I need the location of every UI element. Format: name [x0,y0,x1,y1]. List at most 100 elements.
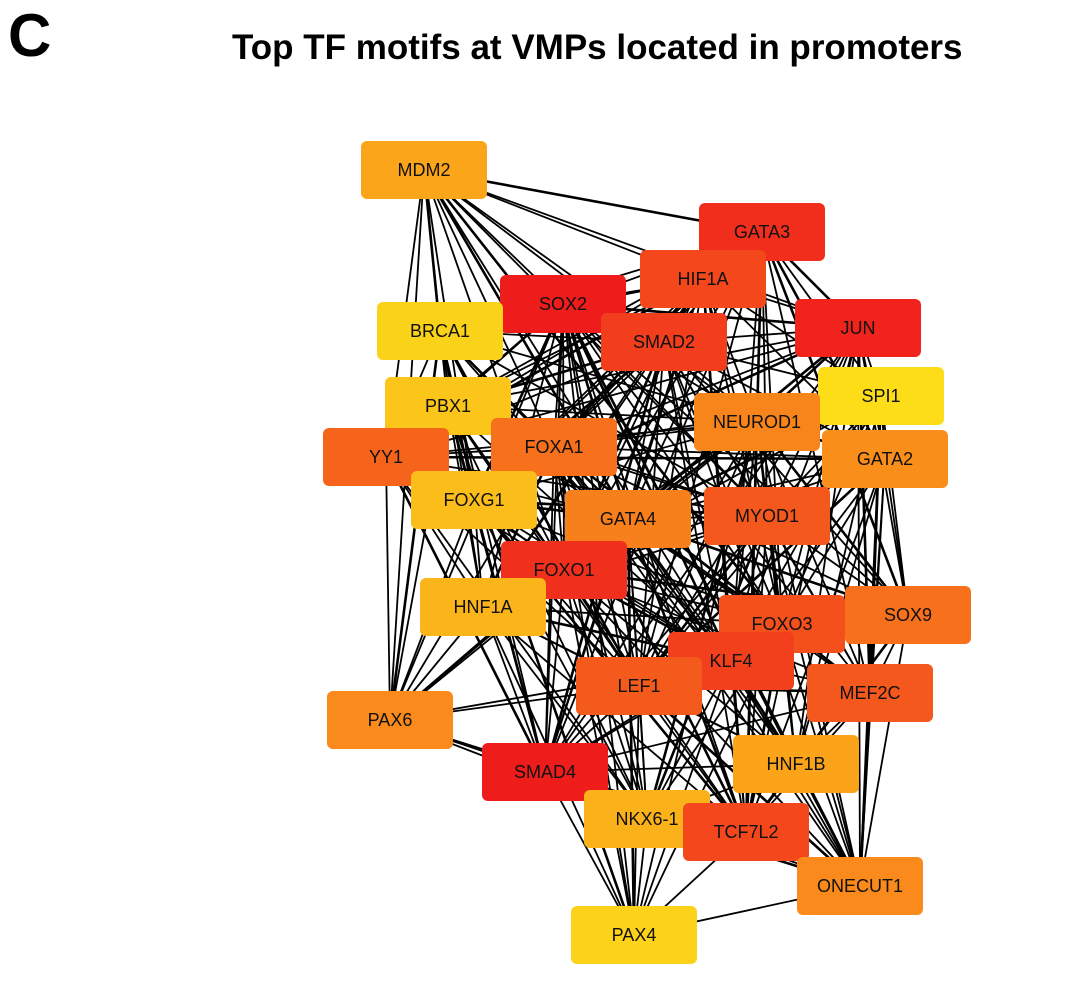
node-box-nkx6-1 [584,790,710,848]
node-pax4: PAX4 [571,906,697,964]
node-label-smad4: SMAD4 [514,762,576,782]
edge-mdm2-jun [423,169,859,329]
node-smad2: SMAD2 [601,313,727,371]
node-smad4: SMAD4 [482,743,608,801]
node-tcf7l2: TCF7L2 [683,803,809,861]
node-hnf1a: HNF1A [420,578,546,636]
node-mef2c: MEF2C [807,664,933,722]
node-label-gata4: GATA4 [600,509,656,529]
node-label-gata3: GATA3 [734,222,790,242]
panel-label: C [8,2,52,69]
edge-sox2-gata4 [561,303,630,520]
node-box-gata3 [699,203,825,261]
nodes-layer: MDM2 GATA3 HIF1A SOX2 BRCA1 SMAD2 JUN PBX1 SPI1 N… [323,141,971,964]
node-lef1: LEF1 [576,657,702,715]
node-label-spi1: SPI1 [861,386,900,406]
node-box-hnf1b [733,735,859,793]
node-label-sox9: SOX9 [884,605,932,625]
node-box-gata4 [565,490,691,548]
node-label-gata2: GATA2 [857,449,913,469]
node-box-foxa1 [491,418,617,476]
node-label-lef1: LEF1 [617,676,660,696]
edge-hif1a-gata2 [702,278,886,460]
node-label-klf4: KLF4 [709,651,752,671]
node-box-onecut1 [797,857,923,915]
node-spi1: SPI1 [818,367,944,425]
node-box-gata2 [822,430,948,488]
edge-neurod1-sox9 [755,421,910,616]
node-box-sox2 [500,275,626,333]
node-label-sox2: SOX2 [539,294,587,314]
edge-foxo1-onecut1 [563,569,861,887]
node-box-smad4 [482,743,608,801]
node-label-mef2c: MEF2C [839,683,900,703]
node-box-hif1a [640,250,766,308]
node-label-smad2: SMAD2 [633,332,695,352]
node-label-jun: JUN [841,318,876,338]
node-pax6: PAX6 [327,691,453,749]
node-sox9: SOX9 [845,586,971,644]
node-box-pbx1 [385,377,511,435]
node-label-hnf1a: HNF1A [453,597,512,617]
node-pbx1: PBX1 [385,377,511,435]
node-label-neurod1: NEUROD1 [713,412,801,432]
node-label-hnf1b: HNF1B [766,754,825,774]
node-foxa1: FOXA1 [491,418,617,476]
node-label-pax4: PAX4 [612,925,657,945]
node-box-brca1 [377,302,503,360]
edge-yy1-pax6 [385,456,391,721]
node-gata2: GATA2 [822,430,948,488]
node-brca1: BRCA1 [377,302,503,360]
edge-smad2-gata4 [627,341,665,520]
node-label-brca1: BRCA1 [410,321,470,341]
node-gata4: GATA4 [565,490,691,548]
node-label-hif1a: HIF1A [677,269,728,289]
node-label-pax6: PAX6 [368,710,413,730]
node-box-hnf1a [420,578,546,636]
edge-hnf1a-nkx6-1 [482,606,648,820]
node-jun: JUN [795,299,921,357]
edge-sox9-onecut1 [859,614,909,887]
edge-neurod1-mef2c [756,421,871,694]
node-box-pax6 [327,691,453,749]
node-label-yy1: YY1 [369,447,403,467]
node-neurod1: NEUROD1 [694,393,820,451]
node-box-spi1 [818,367,944,425]
figure-title: Top TF motifs at VMPs located in promote… [232,28,963,67]
node-label-myod1: MYOD1 [735,506,799,526]
node-sox2: SOX2 [500,275,626,333]
node-box-mef2c [807,664,933,722]
node-box-jun [795,299,921,357]
node-mdm2: MDM2 [361,141,487,199]
edge-foxa1-smad4 [544,446,555,773]
node-box-foxg1 [411,471,537,529]
node-label-nkx6-1: NKX6-1 [615,809,678,829]
node-box-tcf7l2 [683,803,809,861]
edge-foxo1-smad4 [544,569,565,773]
node-box-sox9 [845,586,971,644]
edge-gata4-pax4 [626,518,636,936]
node-box-mdm2 [361,141,487,199]
edge-yy1-gata2 [385,455,886,461]
node-nkx6-1: NKX6-1 [584,790,710,848]
node-label-pbx1: PBX1 [425,396,471,416]
node-label-foxa1: FOXA1 [524,437,583,457]
edge-mef2c-onecut1 [858,692,872,887]
node-box-lef1 [576,657,702,715]
node-gata3: GATA3 [699,203,825,261]
node-hif1a: HIF1A [640,250,766,308]
node-label-foxo1: FOXO1 [533,560,594,580]
node-myod1: MYOD1 [704,487,830,545]
node-label-mdm2: MDM2 [398,160,451,180]
node-label-foxo3: FOXO3 [751,614,812,634]
node-hnf1b: HNF1B [733,735,859,793]
node-foxg1: FOXG1 [411,471,537,529]
edge-yy1-myod1 [385,456,768,517]
node-label-onecut1: ONECUT1 [817,876,903,896]
node-box-pax4 [571,906,697,964]
node-box-neurod1 [694,393,820,451]
node-onecut1: ONECUT1 [797,857,923,915]
node-box-myod1 [704,487,830,545]
node-label-tcf7l2: TCF7L2 [713,822,778,842]
